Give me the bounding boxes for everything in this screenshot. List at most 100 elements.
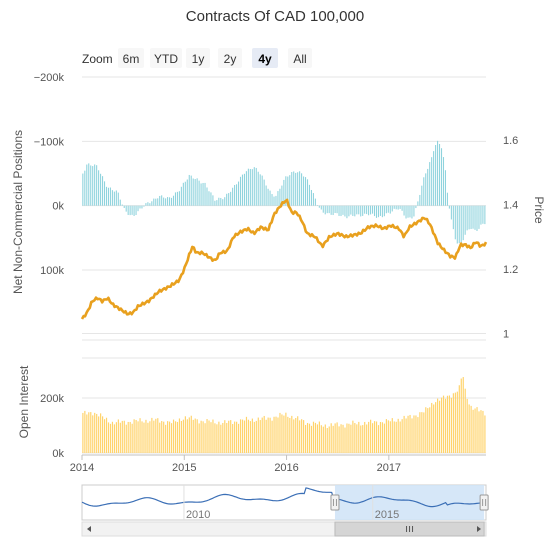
positions-bar [446,192,448,206]
zoom-button-6m[interactable]: 6m [118,48,144,68]
positions-bar [237,181,240,206]
zoom-button-label[interactable]: YTD [154,52,178,66]
navigator-tick-label: 2010 [186,509,210,521]
zoom-button-label[interactable]: 2y [224,52,237,66]
open-interest-bar [316,424,318,453]
open-interest-bar [121,420,123,453]
positions-bar [304,177,307,206]
y-tick-label-price: 1 [503,329,509,341]
zoom-button-2y[interactable]: 2y [218,48,242,68]
positions-bar [188,174,190,206]
positions-bar [163,197,165,206]
open-interest-bar [155,418,157,453]
scroll-left-arrow-icon[interactable] [87,526,91,532]
open-interest-bar [289,417,291,453]
x-tick-label: 2014 [70,462,94,474]
open-interest-bar [312,421,315,453]
zoom-button-all[interactable]: All [288,48,312,68]
open-interest-bar [111,421,114,453]
open-interest-bar [182,419,184,453]
open-interest-bar [318,421,320,453]
positions-bar [239,176,242,206]
open-interest-bar [354,423,356,453]
positions-bar [119,199,121,206]
navigator[interactable]: 2010 2015 [81,484,489,537]
positions-bar [342,205,344,215]
scroll-right-arrow-icon[interactable] [477,526,481,532]
positions-bar [267,188,269,206]
positions-bar [82,173,84,206]
navigator-handle-right[interactable] [479,494,489,511]
positions-bar [482,205,484,224]
zoom-button-bg[interactable] [218,48,242,68]
positions-bar [411,205,413,219]
x-tick-label: 2016 [274,462,298,474]
open-interest-bar [310,425,313,453]
open-interest-bar [334,423,336,453]
positions-bar [444,170,446,206]
positions-bar [293,171,295,206]
open-interest-bar [129,421,131,453]
positions-bar [111,190,113,206]
positions-bar [356,205,358,215]
positions-bar [377,205,379,218]
positions-bar [98,170,100,206]
handle-body[interactable] [479,494,489,511]
open-interest-bar [105,417,108,453]
open-interest-bar [340,424,342,453]
positions-bar [265,185,267,206]
positions-bar [385,205,387,214]
positions-bar [176,191,178,206]
positions-bar [478,205,480,229]
zoom-button-ytd[interactable]: YTD [150,48,182,68]
open-interest-bar [88,412,90,453]
open-interest-bar [466,398,468,453]
open-interest-bar [261,417,263,453]
positions-bar [425,173,427,206]
positions-bar [180,186,182,206]
positions-bar [354,205,356,217]
positions-bar [413,205,415,217]
open-interest-bar [251,418,253,453]
open-interest-bar [454,392,456,453]
positions-bars [82,140,486,244]
open-interest-bar [385,419,387,453]
open-interest-bar [94,412,96,453]
zoom-button-bg[interactable] [288,48,312,68]
positions-bar [100,173,102,206]
zoom-button-4y[interactable]: 4y [252,48,278,68]
open-interest-bar [362,425,364,453]
positions-bar [291,172,293,206]
zoom-button-bg[interactable] [252,48,278,68]
zoom-button-bg[interactable] [118,48,144,68]
positions-bar [281,185,283,206]
zoom-button-label[interactable]: 1y [192,52,205,66]
navigator-handle-left[interactable] [330,494,340,511]
positions-bar [442,157,445,206]
positions-bar [360,205,362,217]
zoom-button-label[interactable]: 6m [123,52,140,66]
zoom-button-bg[interactable] [150,48,182,68]
open-interest-bar [98,416,100,453]
zoom-button-label[interactable]: All [293,52,306,66]
open-interest-bar [234,421,236,453]
zoom-button-label[interactable]: 4y [258,52,272,66]
zoom-button-bg[interactable] [186,48,210,68]
positions-bar [440,148,443,206]
positions-bar [232,187,234,206]
positions-bar [208,191,210,206]
positions-bar [285,176,287,206]
positions-bar [127,205,129,215]
positions-bar [192,178,194,206]
open-interest-bar [206,418,208,453]
positions-bar [245,171,247,206]
handle-body[interactable] [330,494,340,511]
open-interest-bar [167,421,169,453]
zoom-button-1y[interactable]: 1y [186,48,210,68]
open-interest-bar [330,423,332,453]
y-tick-label-positions: −100k [34,136,65,148]
positions-bar [113,191,115,206]
positions-bar [259,174,261,206]
positions-bar [370,205,372,215]
open-interest-bar [387,420,389,453]
